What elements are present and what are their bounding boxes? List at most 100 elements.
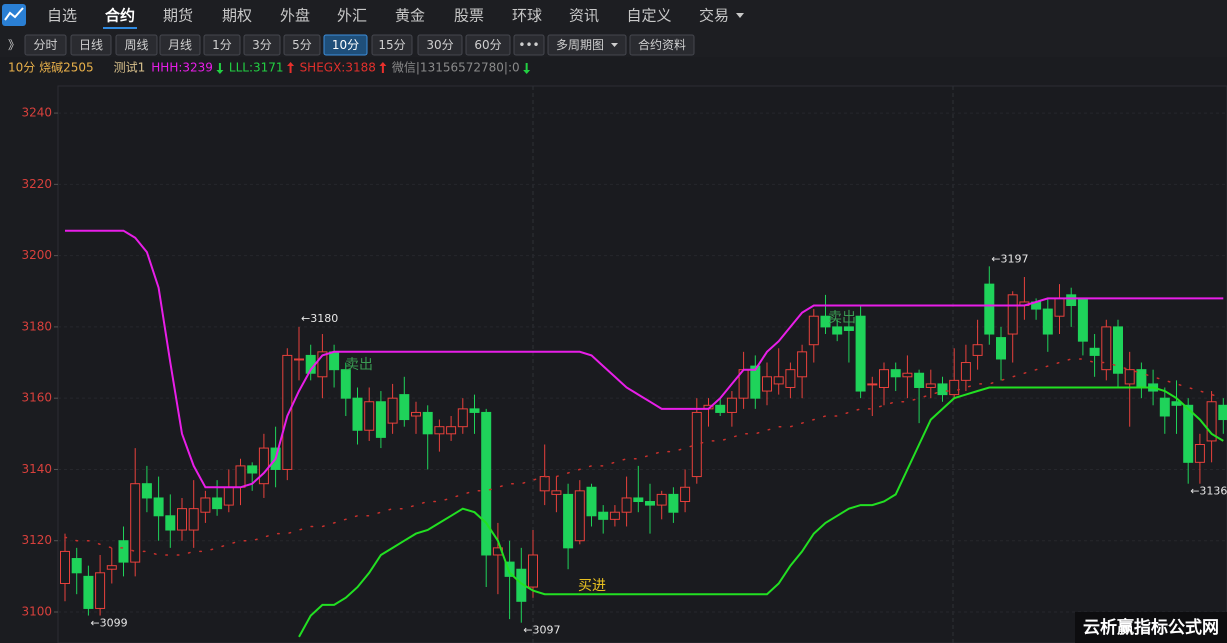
nav-item[interactable]: 自选	[47, 7, 77, 25]
indicator-label: HHH:3239	[151, 61, 213, 75]
toolbar-label[interactable]: 日线	[79, 38, 103, 52]
candle-body	[364, 401, 375, 431]
y-tick-label: 3180	[21, 319, 52, 333]
toolbar-button[interactable]	[323, 34, 368, 56]
candle-body	[621, 497, 632, 513]
toolbar-button[interactable]	[629, 34, 695, 56]
nav-item[interactable]: 环球	[512, 7, 542, 25]
candle-body	[1042, 308, 1053, 335]
candle-body	[411, 411, 421, 417]
candle-body	[715, 404, 726, 413]
candle-body	[750, 365, 761, 399]
candle-body	[762, 376, 772, 392]
toolbar-label[interactable]: 》	[8, 38, 20, 52]
candle-body	[247, 465, 258, 474]
candle-body	[1136, 369, 1147, 388]
candle-body	[914, 372, 925, 388]
toolbar-button[interactable]	[513, 34, 545, 56]
toolbar-button[interactable]	[283, 34, 321, 56]
candle-body	[165, 515, 176, 531]
indicator-label: LLL:3171	[229, 61, 284, 75]
toolbar-label[interactable]: 3分	[252, 38, 272, 52]
toolbar-button[interactable]	[465, 34, 511, 56]
candle-body	[563, 493, 574, 549]
toolbar-label[interactable]: 合约资料	[638, 37, 686, 52]
candle-body	[282, 354, 293, 470]
candle-body	[1124, 369, 1135, 385]
nav-item[interactable]: 股票	[454, 7, 484, 25]
candle-body	[375, 401, 386, 438]
toolbar-label[interactable]: 30分	[426, 38, 453, 52]
toolbar-label[interactable]: •••	[518, 38, 539, 52]
toolbar-label[interactable]: 月线	[168, 38, 192, 52]
candle-body	[937, 383, 948, 396]
nav-item[interactable]: 资讯	[569, 7, 599, 25]
dropdown-caret	[736, 13, 744, 18]
dropdown-caret	[611, 43, 618, 47]
toolbar-label[interactable]: 分时	[33, 38, 57, 52]
candle-body	[387, 397, 398, 424]
toolbar-label[interactable]: 周线	[124, 38, 148, 52]
nav-item[interactable]: 交易	[699, 7, 729, 25]
toolbar-label[interactable]: 多周期图	[556, 38, 604, 52]
toolbar-label[interactable]: 5分	[292, 38, 312, 52]
candle-body	[633, 497, 644, 503]
indicator-line	[298, 386, 1224, 638]
nav-item[interactable]: 合约	[104, 7, 135, 25]
nav-item[interactable]: 期货	[163, 7, 193, 25]
ui: 自选 合约 期货 期权 外盘 外汇 黄金 股票 环球 资讯 自定义 交易》 分时 日线 周线 月线 1分 3分 5分…	[8, 7, 744, 75]
candle-body	[996, 337, 1006, 360]
candle-body	[855, 315, 866, 392]
candle-body	[329, 351, 340, 371]
candle-body	[984, 283, 995, 335]
candle-body	[340, 369, 351, 399]
nav-item[interactable]: 黄金	[395, 7, 425, 25]
candle-body	[1113, 326, 1123, 374]
candle-body	[574, 490, 585, 542]
candle-body	[902, 372, 913, 378]
y-tick-label: 3160	[21, 391, 52, 405]
toolbar-button[interactable]	[70, 34, 112, 56]
toolbar-button[interactable]	[24, 34, 67, 56]
candle-body	[656, 493, 667, 506]
candle-body	[71, 558, 82, 574]
logo-line	[4, 7, 24, 21]
nav-item[interactable]: 外汇	[337, 7, 367, 25]
candle-body	[399, 394, 410, 421]
toolbar-button[interactable]	[243, 34, 281, 56]
nav-item[interactable]: 自定义	[626, 7, 671, 25]
toolbar-label[interactable]: 15分	[378, 38, 405, 52]
candle-body	[258, 447, 269, 485]
nav-item[interactable]: 期权	[222, 7, 252, 25]
candle-body	[1194, 444, 1205, 463]
toolbar-label[interactable]: 60分	[474, 38, 501, 52]
candle-body	[539, 476, 550, 492]
nav-item[interactable]: 外盘	[280, 7, 310, 25]
toolbar-button[interactable]	[417, 34, 463, 56]
indicator-label: 10分 烧碱2505	[8, 61, 94, 75]
toolbar-button[interactable]	[159, 34, 201, 56]
candle-body	[235, 465, 246, 488]
toolbar-button[interactable]	[203, 34, 241, 56]
toolbar-button[interactable]	[371, 34, 413, 56]
toolbar-button[interactable]	[115, 34, 158, 56]
candle-body	[141, 483, 152, 499]
candle-body	[177, 508, 187, 531]
price-annotation: ←3180	[301, 312, 338, 325]
toolbar-button[interactable]	[547, 34, 627, 56]
y-tick-label: 3140	[21, 462, 52, 476]
candle-body	[808, 315, 819, 346]
candle-body	[820, 315, 831, 328]
toolbar-label[interactable]: 1分	[212, 38, 232, 52]
toolbar-label[interactable]: 10分	[332, 38, 359, 52]
candle-body	[446, 426, 457, 435]
candle-body	[95, 572, 106, 609]
candle-body	[680, 486, 691, 503]
indicator-label: 测试1	[114, 60, 146, 75]
candle-body	[60, 550, 70, 584]
price-annotation: ←3136	[1190, 485, 1227, 498]
candle-body	[223, 486, 234, 506]
candle-body	[1089, 347, 1100, 356]
y-tick-label: 3100	[21, 604, 52, 618]
